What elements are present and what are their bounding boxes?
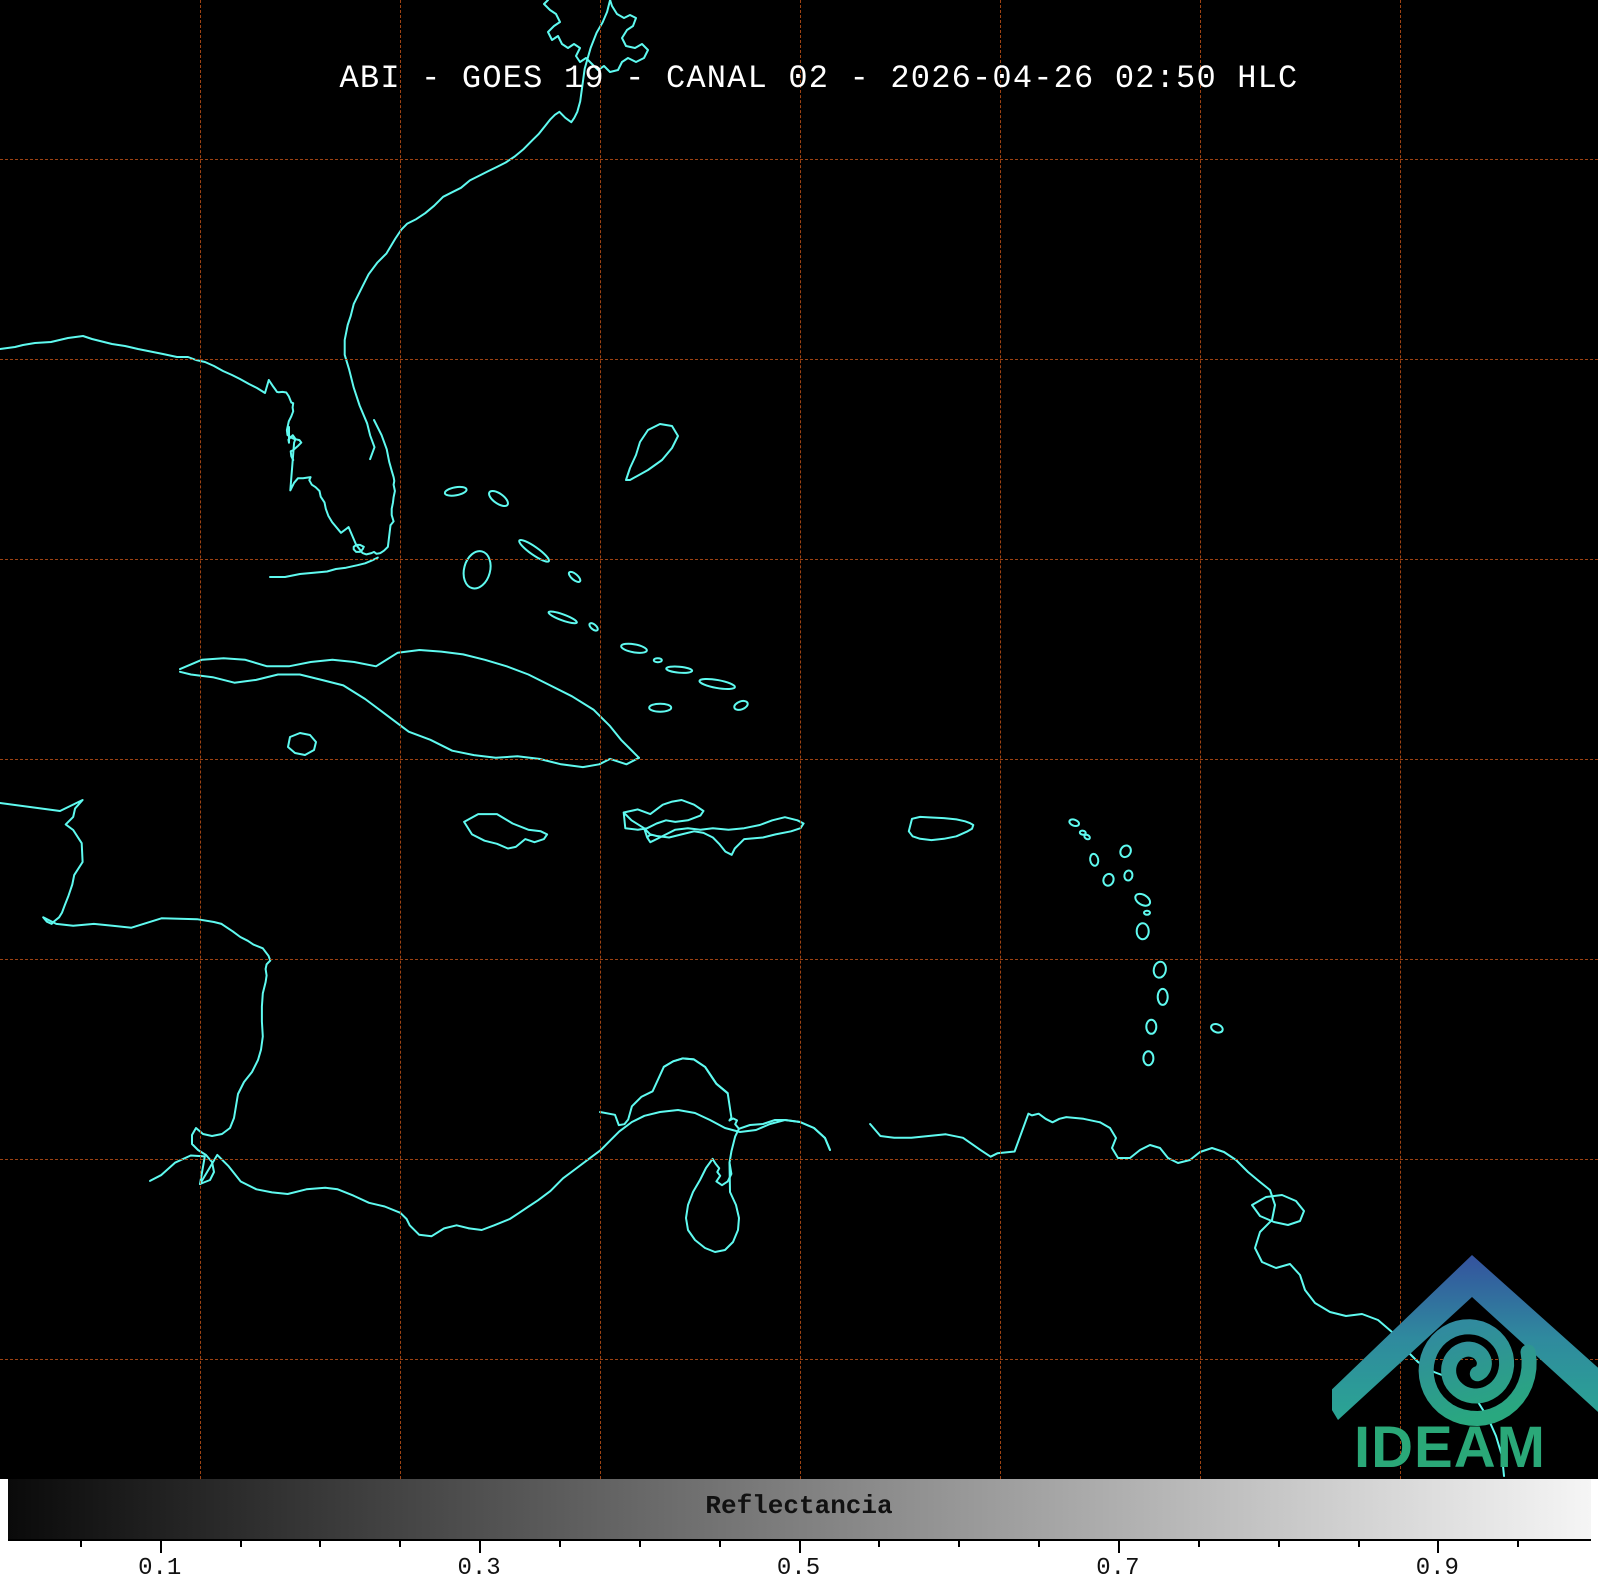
svg-text:IDEAM: IDEAM [1354,1415,1546,1480]
